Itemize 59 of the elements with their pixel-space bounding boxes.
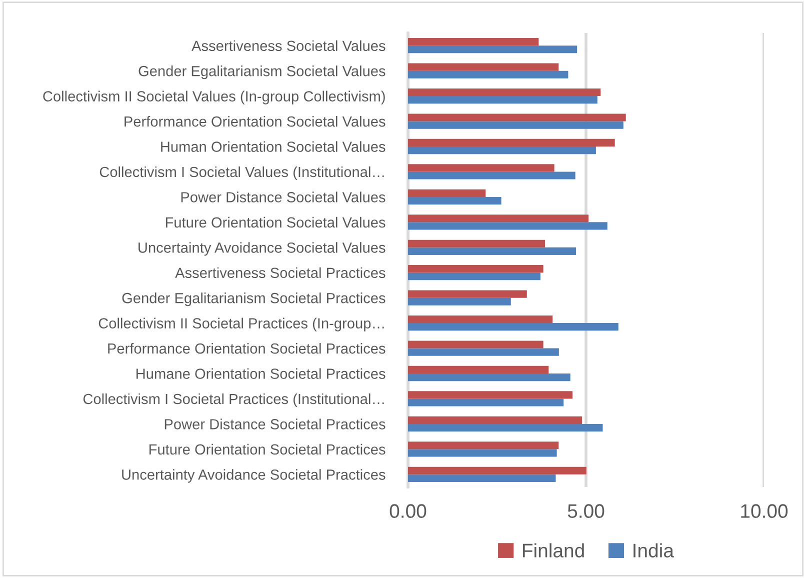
y-tick-label: Power Distance Societal Values	[181, 192, 386, 202]
bar	[408, 323, 618, 331]
bar	[408, 172, 576, 180]
bar	[408, 63, 559, 71]
bar	[408, 189, 486, 197]
x-tick-label: 0.00	[390, 504, 426, 518]
bar	[408, 290, 527, 298]
bar	[408, 474, 556, 482]
y-tick-label: Assertiveness Societal Values	[192, 40, 386, 52]
bar	[408, 398, 564, 406]
y-tick-label: Performance Orientation Societal Values	[124, 116, 386, 127]
bar	[408, 449, 557, 457]
y-tick-label: Power Distance Societal Practices	[164, 418, 386, 430]
y-tick-label: Uncertainty Avoidance Societal Practices	[122, 469, 386, 483]
bar	[408, 416, 582, 424]
bar	[408, 315, 553, 324]
bar	[408, 391, 572, 399]
y-tick-label: Humane Orientation Societal Practices	[136, 368, 386, 379]
y-tick-label: Gender Egalitarianism Societal Values	[138, 66, 386, 80]
bar	[408, 442, 559, 450]
bar	[408, 121, 624, 129]
bar	[408, 247, 576, 255]
y-tick-label: Collectivism II Societal Values (In-group Collectivism)	[43, 90, 385, 104]
bar	[408, 466, 586, 474]
y-tick-label: Collectivism II Societal Practices (In-group…	[98, 318, 384, 332]
y-tick-label: Collectivism I Societal Practices (Institutional…	[83, 393, 384, 408]
bar	[408, 164, 554, 172]
bar	[408, 298, 511, 306]
y-tick-label: Performance Orientation Societal Practices	[108, 342, 386, 354]
bar	[408, 38, 539, 46]
y-tick-label: Collectivism I Societal Values (Institutional…	[100, 166, 384, 180]
bar	[408, 46, 578, 54]
bar	[408, 374, 570, 382]
y-tick-label: Human Orientation Societal Values	[161, 141, 386, 152]
bar	[408, 70, 568, 78]
bar	[408, 138, 615, 146]
x-tick-label: 5.00	[568, 504, 604, 518]
bar	[408, 348, 559, 356]
x-tick-label: 10.00	[741, 504, 788, 518]
y-tick-label: Uncertainty Avoidance Societal Values	[138, 242, 386, 256]
bar	[408, 366, 549, 374]
bar	[408, 222, 608, 230]
y-tick-label: Assertiveness Societal Practices	[175, 267, 386, 278]
bar	[408, 214, 588, 222]
bar	[408, 196, 502, 205]
bar	[408, 114, 626, 122]
y-tick-label: Future Orientation Societal Values	[166, 216, 386, 228]
bar	[408, 240, 546, 248]
bar	[408, 272, 540, 280]
bar	[408, 96, 598, 104]
bar	[408, 146, 596, 154]
bar	[408, 340, 544, 348]
y-tick-label: Gender Egalitarianism Societal Practices	[122, 292, 386, 306]
bar	[408, 265, 544, 273]
y-tick-label: Future Orientation Societal Practices	[149, 444, 386, 455]
bar	[408, 88, 601, 96]
legend-label: Finland	[522, 543, 584, 558]
legend-label: India	[634, 543, 674, 558]
bar	[408, 424, 603, 432]
